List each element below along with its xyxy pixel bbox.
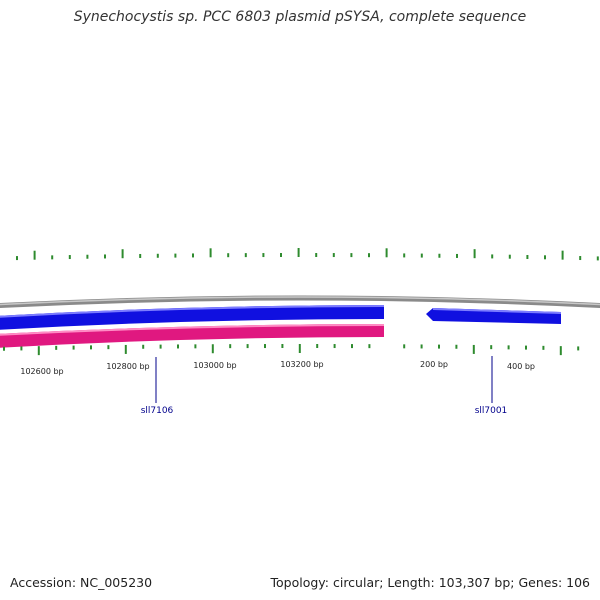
outer-ticks [16, 248, 599, 261]
backbone-ring-highlight [0, 296, 600, 306]
position-label-102800: 102800 bp [106, 362, 149, 371]
backbone-ring [0, 295, 600, 309]
gene-arrow-reverse-shine [0, 324, 385, 336]
topology-summary: Topology: circular; Length: 103,307 bp; … [270, 575, 591, 590]
position-label-102600: 102600 bp [20, 367, 63, 376]
position-label-400: 400 bp [507, 362, 535, 371]
gene-label-sll7106[interactable]: sll7106 [141, 406, 174, 416]
gene-arrow-forward-left-shine [0, 305, 385, 318]
position-label-103000: 103000 bp [193, 361, 236, 370]
position-label-200: 200 bp [420, 360, 448, 369]
map-title: Synechocystis sp. PCC 6803 plasmid pSYSA… [73, 9, 527, 25]
accession-label: Accession: NC_005230 [10, 575, 153, 590]
gene-arrow-forward-right-shine [432, 308, 562, 314]
inner-ticks [3, 344, 580, 356]
position-label-103200: 103200 bp [280, 360, 323, 369]
gene-label-sll7001[interactable]: sll7001 [475, 406, 508, 416]
